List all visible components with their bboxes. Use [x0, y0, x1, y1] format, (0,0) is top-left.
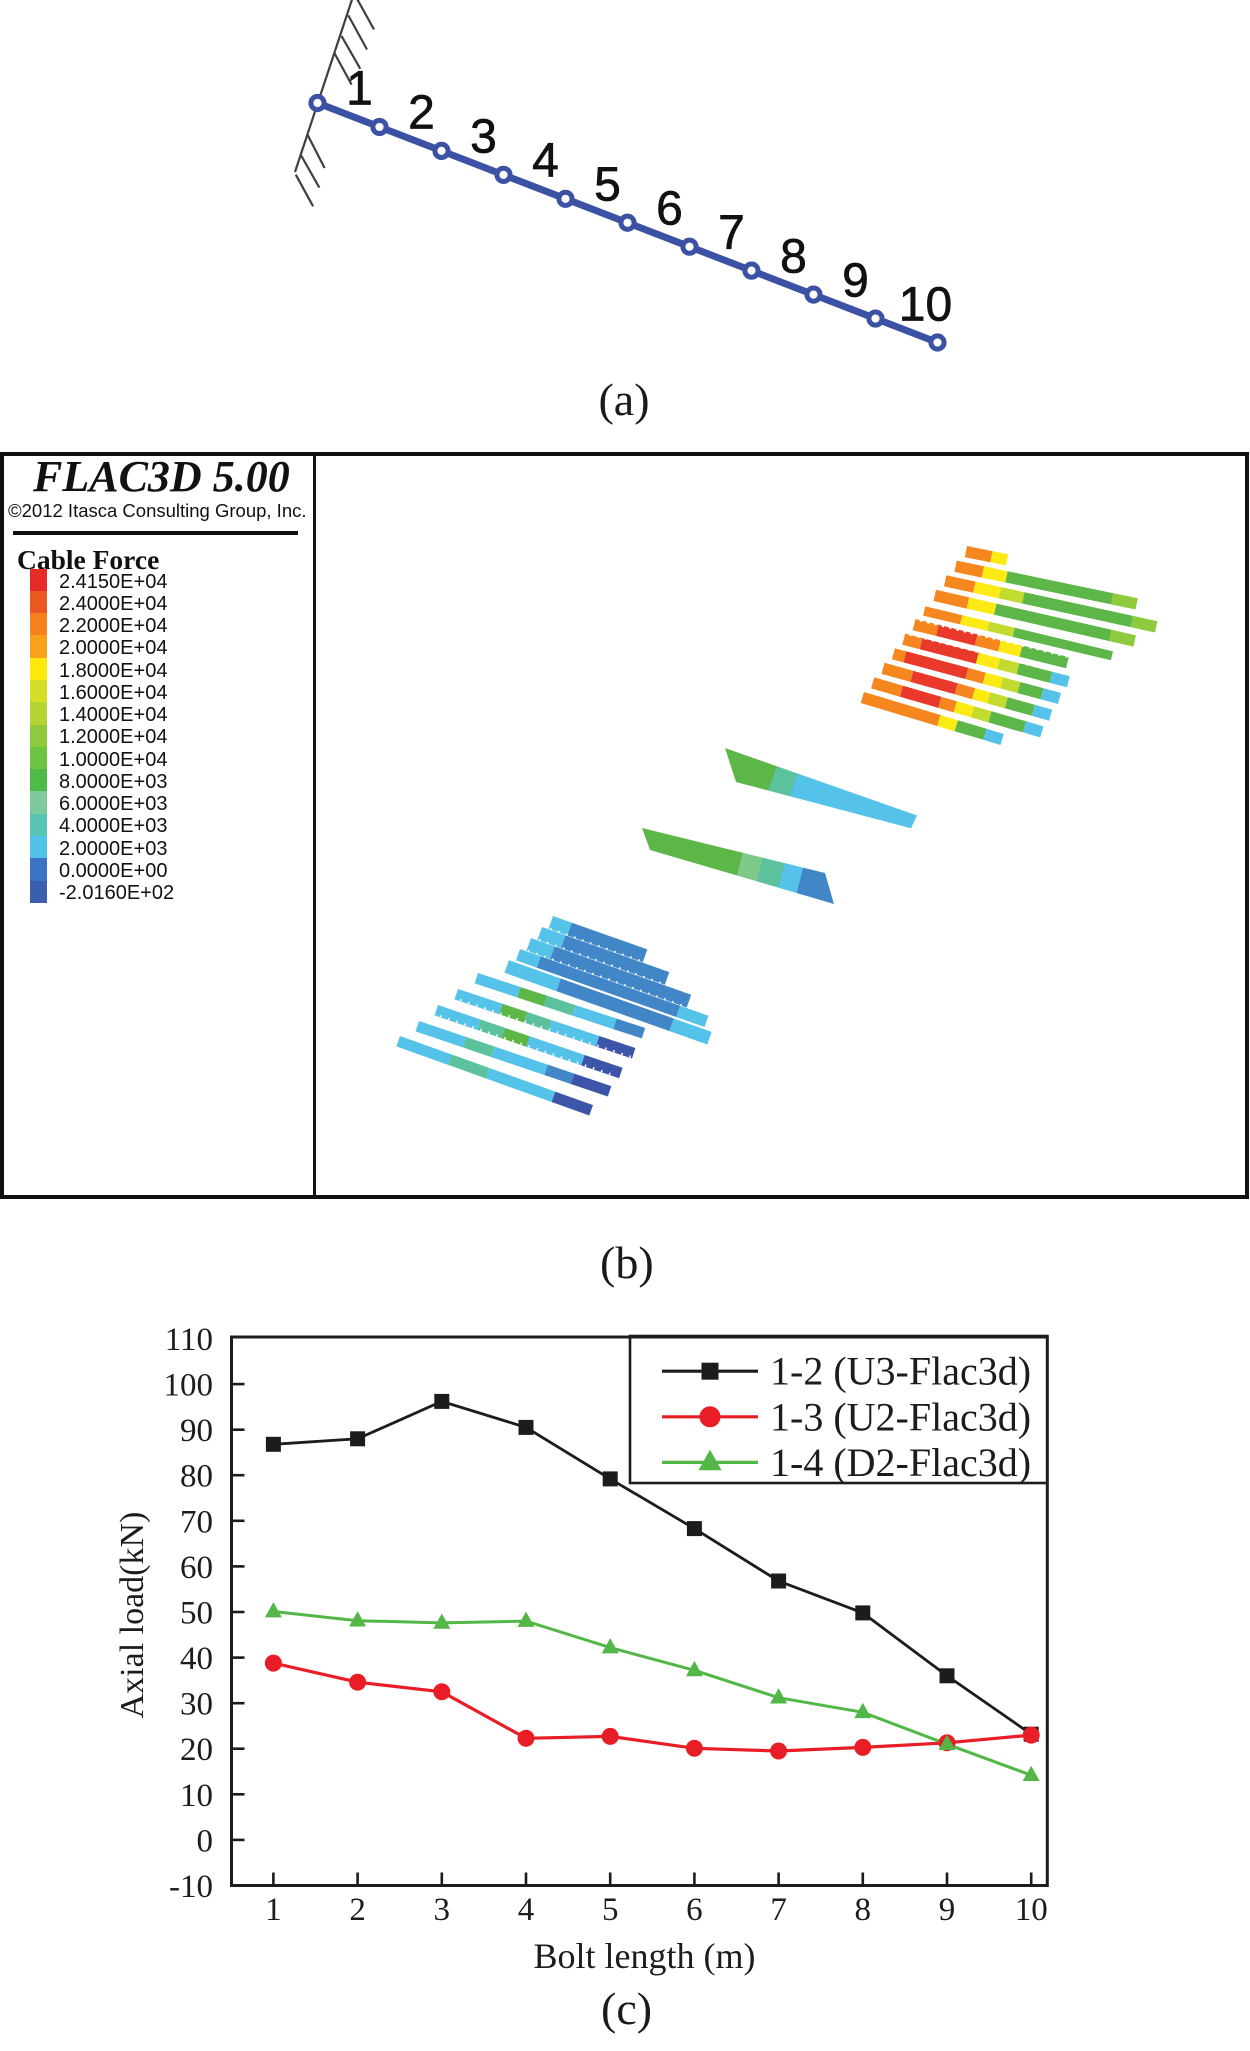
- svg-text:9: 9: [842, 255, 869, 308]
- svg-text:3: 3: [434, 1892, 451, 1928]
- svg-text:7: 7: [770, 1892, 787, 1928]
- svg-text:7: 7: [718, 207, 745, 260]
- svg-text:10: 10: [1015, 1892, 1048, 1928]
- svg-text:100: 100: [164, 1368, 214, 1404]
- svg-text:20: 20: [180, 1732, 213, 1768]
- svg-text:50: 50: [180, 1596, 213, 1632]
- svg-text:8: 8: [855, 1892, 872, 1928]
- svg-text:110: 110: [165, 1322, 213, 1358]
- svg-text:6: 6: [686, 1892, 703, 1928]
- svg-text:2: 2: [349, 1892, 366, 1928]
- svg-text:4: 4: [518, 1892, 535, 1928]
- svg-text:4: 4: [532, 135, 559, 188]
- svg-text:Bolt length (m): Bolt length (m): [534, 1936, 756, 1976]
- svg-text:1: 1: [346, 63, 373, 116]
- svg-text:1-2 (U3-Flac3d): 1-2 (U3-Flac3d): [770, 1349, 1031, 1394]
- svg-text:1-4 (D2-Flac3d): 1-4 (D2-Flac3d): [770, 1440, 1031, 1485]
- svg-text:70: 70: [180, 1504, 213, 1540]
- svg-text:2: 2: [408, 87, 435, 140]
- svg-text:5: 5: [594, 159, 621, 212]
- svg-text:9: 9: [939, 1892, 956, 1928]
- svg-text:60: 60: [180, 1550, 213, 1586]
- svg-text:(a): (a): [598, 374, 649, 425]
- svg-text:10: 10: [180, 1778, 213, 1814]
- svg-text:1-3 (U2-Flac3d): 1-3 (U2-Flac3d): [770, 1394, 1031, 1439]
- svg-text:90: 90: [180, 1413, 213, 1449]
- svg-text:10: 10: [899, 279, 952, 332]
- svg-text:5: 5: [602, 1892, 619, 1928]
- svg-text:30: 30: [180, 1687, 213, 1723]
- svg-text:8: 8: [780, 231, 807, 284]
- svg-text:0: 0: [197, 1823, 214, 1859]
- svg-text:Axial load(kN): Axial load(kN): [114, 1512, 151, 1719]
- svg-text:80: 80: [180, 1459, 213, 1495]
- svg-text:6: 6: [656, 183, 683, 236]
- svg-text:1: 1: [265, 1892, 282, 1928]
- svg-text:40: 40: [180, 1641, 213, 1677]
- svg-text:3: 3: [470, 111, 497, 164]
- svg-text:-10: -10: [169, 1869, 213, 1905]
